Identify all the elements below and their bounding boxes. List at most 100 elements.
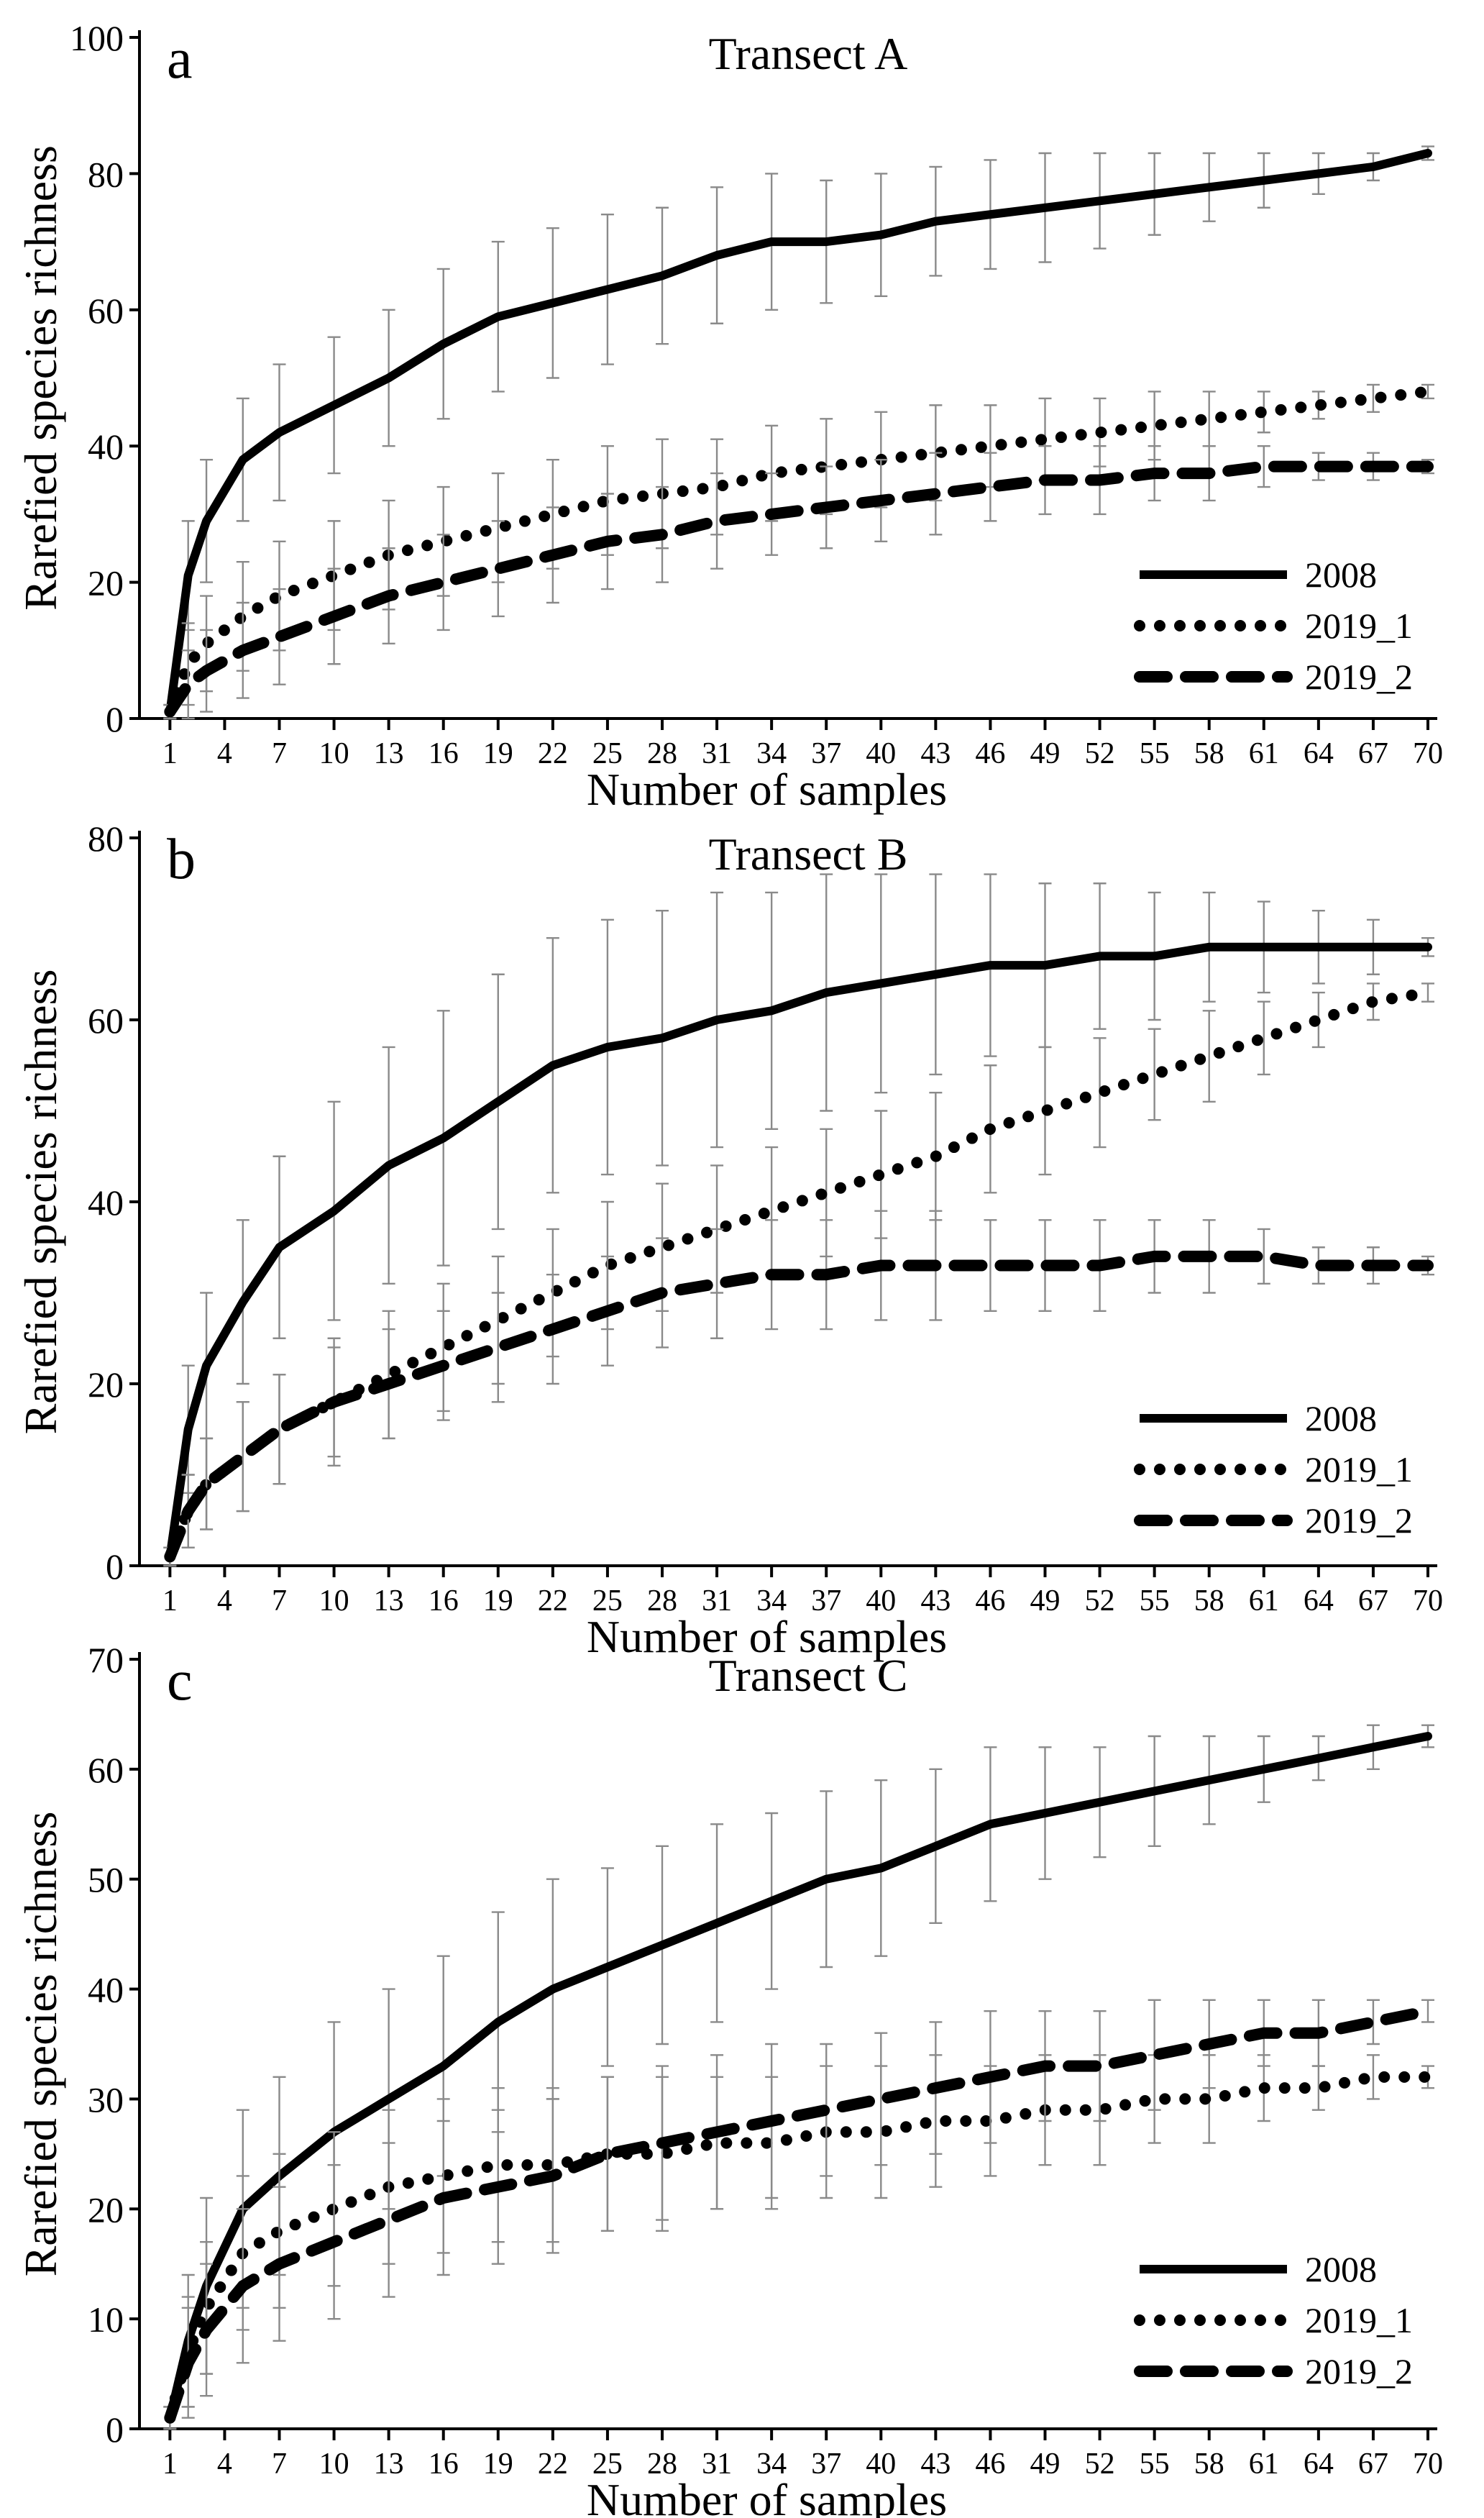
series-line-2008 [165,1732,1432,2422]
x-tick-label: 70 [1413,2448,1443,2481]
y-tick-label: 30 [88,2079,124,2120]
series-2019_1 [163,383,1434,720]
y-tick-label: 80 [88,818,124,859]
x-tick-label: 64 [1304,1584,1334,1618]
x-tick-label: 37 [811,2448,841,2481]
y-tick-label: 60 [88,291,124,331]
x-tick-label: 55 [1140,737,1170,770]
x-tick-label: 40 [866,737,896,770]
x-tick-label: 13 [374,2448,404,2481]
series-2019_2 [163,445,1434,720]
x-tick-label: 64 [1304,2448,1334,2481]
x-tick-label: 10 [319,1584,349,1618]
y-tick-label: 50 [88,1860,124,1900]
x-tick-label: 46 [975,737,1005,770]
x-tick-label: 1 [162,1584,178,1618]
x-tick-label: 28 [647,1584,677,1618]
legend-label: 2019_1 [1305,1449,1413,1490]
x-tick-label: 37 [811,1584,841,1618]
legend-label: 2008 [1305,555,1377,595]
y-tick-label: 80 [88,154,124,194]
x-tick-label: 61 [1249,737,1279,770]
chart-panel-a: 0 20 40 60 80 100 1 4 7 10 13 16 19 22 25 28 31 34 37 40 43 4… [15,18,1443,815]
series-line-2019_1 [164,2071,1434,2424]
y-tick-label: 40 [88,1182,124,1223]
panel-label: c [167,1649,193,1712]
series-line-2019_2 [164,1250,1434,1563]
x-tick-label: 31 [702,737,732,770]
x-tick-label: 7 [272,1584,287,1618]
x-tick-label: 67 [1358,737,1388,770]
legend-label: 2019_2 [1305,657,1413,697]
x-tick-label: 13 [374,1584,404,1618]
x-tick-label: 22 [538,1584,568,1618]
x-tick-label: 4 [217,1584,232,1618]
series-2008 [163,873,1434,1567]
x-axis-title: Number of samples [587,1611,947,1662]
y-tick-label: 70 [88,1640,124,1680]
y-tick-label: 60 [88,1000,124,1041]
x-tick-label: 64 [1304,737,1334,770]
x-tick-label: 58 [1194,2448,1224,2481]
chart-panel-b: 0 20 40 60 80 1 4 7 10 13 16 19 22 25 28 31 34 37 40 43 46 49… [15,818,1443,1662]
legend-label: 2008 [1305,1398,1377,1438]
legend-label: 2019_1 [1305,2300,1413,2340]
x-tick-label: 67 [1358,2448,1388,2481]
x-tick-label: 46 [975,2448,1005,2481]
x-tick-label: 70 [1413,737,1443,770]
y-tick-label: 20 [88,563,124,603]
chart-panel-c: 0 10 20 30 40 50 60 70 1 4 7 10 13 16 19 22 25 28 31 34 37 40… [15,1640,1443,2518]
x-tick-label: 25 [592,1584,623,1618]
x-tick-label: 43 [920,2448,951,2481]
x-tick-label: 13 [374,737,404,770]
x-axis-title: Number of samples [587,2474,947,2518]
y-tick-label: 20 [88,2189,124,2230]
chart-title: Transect B [709,829,908,880]
panel-label: b [167,828,196,891]
x-tick-label: 1 [162,2448,178,2481]
series-line-2019_2 [164,2005,1434,2424]
x-tick-label: 10 [319,737,349,770]
x-tick-label: 34 [756,2448,787,2481]
y-tick-label: 60 [88,1750,124,1790]
legend-label: 2019_2 [1305,1500,1413,1541]
y-tick-label: 0 [106,1546,124,1587]
series-line-2008 [165,149,1432,716]
x-tick-label: 19 [483,737,513,770]
x-tick-label: 25 [592,737,623,770]
y-axis-title: Rarefied species richness [15,1812,66,2277]
x-tick-label: 55 [1140,2448,1170,2481]
x-tick-label: 67 [1358,1584,1388,1618]
x-tick-label: 10 [319,2448,349,2481]
y-axis-title: Rarefied species richness [15,145,66,611]
x-tick-label: 58 [1194,737,1224,770]
x-tick-label: 19 [483,1584,513,1618]
legend-label: 2019_1 [1305,606,1413,646]
x-tick-label: 22 [538,2448,568,2481]
x-tick-label: 37 [811,737,841,770]
y-tick-label: 20 [88,1364,124,1405]
x-tick-label: 4 [217,737,232,770]
x-tick-label: 19 [483,2448,513,2481]
series-2008 [163,145,1434,720]
x-tick-label: 22 [538,737,568,770]
y-tick-label: 100 [70,18,124,58]
x-tick-label: 46 [975,1584,1005,1618]
x-tick-label: 34 [756,1584,787,1618]
y-tick-label: 0 [106,2409,124,2450]
x-axis-title: Number of samples [587,764,947,815]
panel-label: a [167,27,193,91]
series-2019_2 [163,1999,1434,2430]
series-line-2019_2 [164,460,1434,718]
x-tick-label: 52 [1085,2448,1115,2481]
y-axis-title: Rarefied species richness [15,970,66,1435]
y-tick-label: 10 [88,2299,124,2340]
x-tick-label: 1 [162,737,178,770]
x-tick-label: 70 [1413,1584,1443,1618]
x-tick-label: 61 [1249,2448,1279,2481]
legend: 2008 2019_1 2019_2 [1134,2249,1413,2391]
y-tick-label: 0 [106,699,124,739]
series-2019_2 [163,1210,1434,1567]
x-tick-label: 7 [272,737,287,770]
legend: 2008 2019_1 2019_2 [1134,555,1413,697]
